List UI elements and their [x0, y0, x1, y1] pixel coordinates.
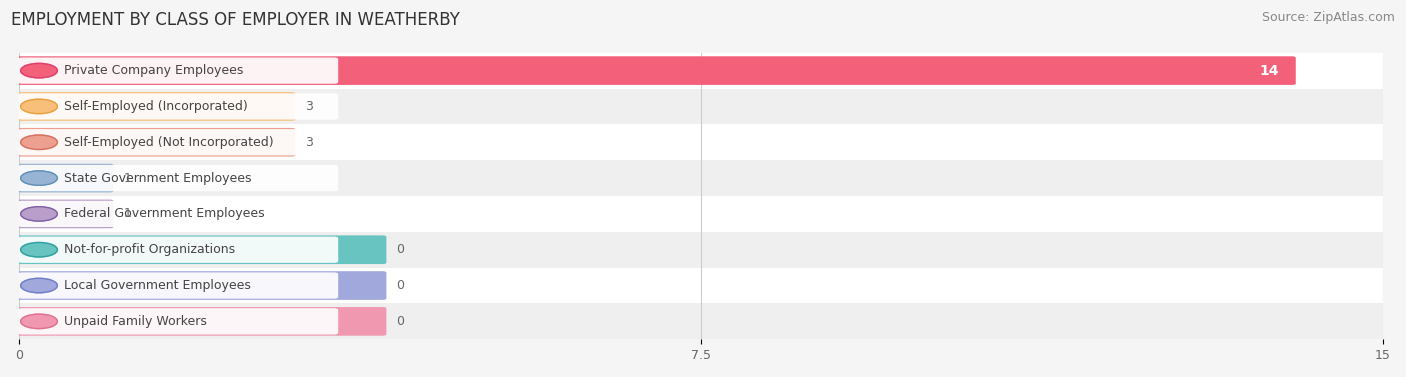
Circle shape: [21, 63, 58, 78]
Circle shape: [21, 278, 58, 293]
Bar: [20, 232, 1384, 268]
Circle shape: [21, 314, 58, 329]
Text: State Government Employees: State Government Employees: [65, 172, 252, 185]
Bar: [20, 89, 1384, 124]
Text: 0: 0: [396, 315, 405, 328]
Circle shape: [21, 171, 58, 185]
FancyBboxPatch shape: [15, 92, 295, 121]
Bar: [20, 303, 1384, 339]
Text: Unpaid Family Workers: Unpaid Family Workers: [65, 315, 207, 328]
FancyBboxPatch shape: [18, 273, 339, 299]
FancyBboxPatch shape: [15, 199, 114, 228]
FancyBboxPatch shape: [18, 57, 339, 84]
Bar: [20, 124, 1384, 160]
Text: 14: 14: [1258, 64, 1278, 78]
Text: Local Government Employees: Local Government Employees: [65, 279, 252, 292]
Text: 3: 3: [305, 136, 314, 149]
Text: Source: ZipAtlas.com: Source: ZipAtlas.com: [1261, 11, 1395, 24]
Text: Self-Employed (Incorporated): Self-Employed (Incorporated): [65, 100, 249, 113]
Text: Self-Employed (Not Incorporated): Self-Employed (Not Incorporated): [65, 136, 274, 149]
Text: Federal Government Employees: Federal Government Employees: [65, 207, 266, 221]
Bar: [20, 160, 1384, 196]
FancyBboxPatch shape: [18, 93, 339, 120]
FancyBboxPatch shape: [15, 235, 387, 264]
Circle shape: [21, 99, 58, 113]
Circle shape: [21, 135, 58, 149]
FancyBboxPatch shape: [18, 165, 339, 191]
Text: 3: 3: [305, 100, 314, 113]
Bar: [20, 268, 1384, 303]
FancyBboxPatch shape: [15, 164, 114, 192]
FancyBboxPatch shape: [18, 201, 339, 227]
FancyBboxPatch shape: [18, 129, 339, 155]
Text: 1: 1: [124, 207, 131, 221]
Text: EMPLOYMENT BY CLASS OF EMPLOYER IN WEATHERBY: EMPLOYMENT BY CLASS OF EMPLOYER IN WEATH…: [11, 11, 460, 29]
Bar: [20, 53, 1384, 89]
FancyBboxPatch shape: [15, 307, 387, 336]
Text: 0: 0: [396, 279, 405, 292]
FancyBboxPatch shape: [15, 271, 387, 300]
Text: Private Company Employees: Private Company Employees: [65, 64, 243, 77]
Bar: [20, 196, 1384, 232]
Text: 1: 1: [124, 172, 131, 185]
FancyBboxPatch shape: [15, 56, 1296, 85]
Circle shape: [21, 242, 58, 257]
FancyBboxPatch shape: [18, 237, 339, 263]
Text: 0: 0: [396, 243, 405, 256]
FancyBboxPatch shape: [18, 308, 339, 334]
Circle shape: [21, 207, 58, 221]
FancyBboxPatch shape: [15, 128, 295, 156]
Text: Not-for-profit Organizations: Not-for-profit Organizations: [65, 243, 236, 256]
